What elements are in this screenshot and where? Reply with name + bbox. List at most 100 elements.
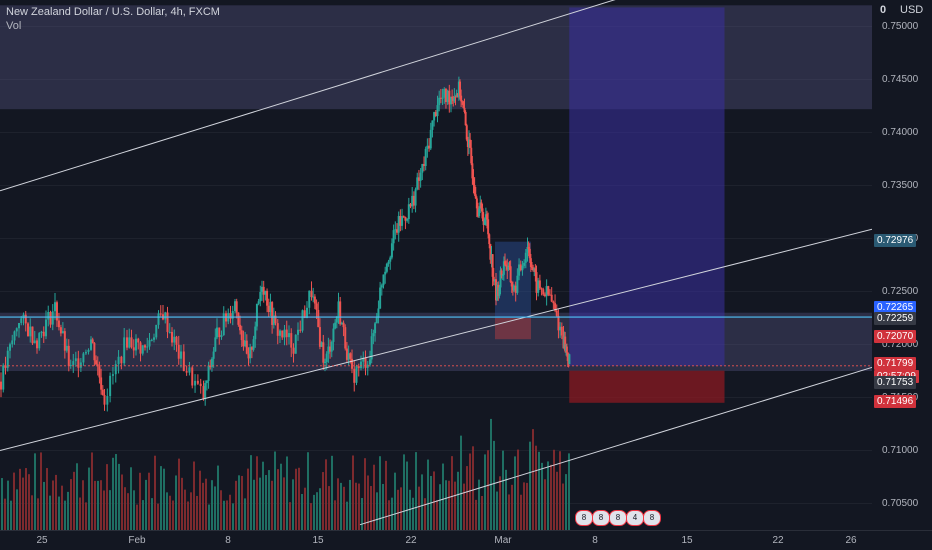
candle-body bbox=[557, 315, 560, 331]
volume-bar bbox=[394, 472, 396, 530]
economic-event-icon[interactable]: 8 bbox=[575, 510, 593, 526]
candle-body bbox=[394, 229, 397, 231]
candle-body bbox=[424, 148, 427, 166]
volume-bar bbox=[34, 453, 36, 530]
channel-top-line bbox=[0, 0, 616, 192]
price-badge: 0.72265 bbox=[874, 301, 917, 315]
candle-body bbox=[550, 294, 553, 302]
candle-body bbox=[67, 345, 70, 367]
volume-bar bbox=[154, 455, 156, 530]
candle-body bbox=[559, 326, 562, 331]
volume-bar bbox=[49, 495, 51, 530]
volume-bar bbox=[406, 461, 408, 530]
candle-body bbox=[366, 364, 369, 368]
volume-bar bbox=[442, 463, 444, 530]
candle-body bbox=[218, 327, 221, 338]
candle-body bbox=[49, 312, 52, 325]
zero-label: 0 bbox=[880, 4, 887, 16]
candle-body bbox=[18, 322, 20, 329]
candle-body bbox=[523, 262, 526, 266]
candle-body bbox=[491, 254, 494, 277]
candle-body bbox=[380, 285, 383, 288]
candle-body bbox=[406, 219, 409, 221]
volume-bar bbox=[526, 482, 528, 530]
candle-body bbox=[487, 219, 490, 235]
volume-bar bbox=[211, 480, 213, 530]
candle-body bbox=[171, 331, 173, 343]
currency-label[interactable]: USD bbox=[900, 4, 924, 16]
volume-bar bbox=[502, 450, 504, 530]
price-badge: 0.72259 bbox=[874, 312, 917, 326]
candle-body bbox=[535, 272, 538, 293]
candle-body bbox=[242, 340, 245, 347]
candle-body bbox=[239, 324, 242, 331]
volume-bar bbox=[496, 491, 498, 530]
volume-bar bbox=[385, 460, 387, 530]
volume-bar bbox=[232, 503, 234, 530]
candle-body bbox=[42, 331, 45, 337]
candle-body bbox=[0, 381, 2, 390]
candle-body bbox=[141, 345, 144, 354]
volume-bar bbox=[250, 455, 252, 530]
candle-body bbox=[340, 322, 343, 325]
candle-body bbox=[257, 301, 260, 304]
candle-body bbox=[543, 294, 546, 297]
candle-body bbox=[220, 335, 223, 338]
candle-body bbox=[84, 351, 87, 354]
candle-body bbox=[137, 338, 140, 343]
volume-bar bbox=[64, 500, 66, 530]
candle-body bbox=[288, 333, 290, 338]
volume-bar bbox=[163, 468, 165, 530]
volume-bar bbox=[238, 475, 240, 530]
volume-bar bbox=[40, 452, 42, 530]
candle-body bbox=[65, 345, 68, 351]
volume-bar bbox=[307, 452, 309, 530]
volume-bar bbox=[409, 489, 411, 530]
candle-body bbox=[212, 351, 215, 359]
volume-bar bbox=[220, 490, 222, 530]
candle-body bbox=[434, 112, 437, 116]
economic-event-icon[interactable]: 8 bbox=[609, 510, 627, 526]
candle-body bbox=[375, 317, 378, 324]
volume-bar bbox=[118, 463, 120, 530]
candle-body bbox=[457, 81, 460, 98]
volume-bar bbox=[223, 500, 225, 530]
candle-body bbox=[514, 285, 517, 293]
candle-body bbox=[117, 356, 120, 365]
chart-canvas[interactable] bbox=[0, 0, 872, 530]
candle-body bbox=[468, 139, 470, 148]
economic-event-icon[interactable]: 8 bbox=[592, 510, 610, 526]
volume-bar bbox=[16, 489, 18, 530]
volume-bar bbox=[148, 472, 150, 530]
volume-bar bbox=[487, 450, 489, 530]
volume-bar bbox=[187, 501, 189, 530]
candle-body bbox=[324, 361, 326, 363]
volume-bar bbox=[553, 449, 555, 530]
candle-body bbox=[549, 294, 551, 296]
volume-bar bbox=[556, 471, 558, 530]
volume-bar bbox=[349, 479, 351, 530]
symbol-title: New Zealand Dollar / U.S. Dollar, 4h, FX… bbox=[6, 6, 220, 18]
price-tick: 0.74500 bbox=[882, 73, 919, 85]
candle-body bbox=[488, 234, 491, 245]
economic-event-icon[interactable]: 4 bbox=[626, 510, 644, 526]
volume-bar bbox=[448, 480, 450, 530]
volume-bar bbox=[568, 453, 570, 530]
candle-body bbox=[214, 337, 217, 352]
economic-event-icon[interactable]: 8 bbox=[643, 510, 661, 526]
candle-body bbox=[496, 284, 499, 301]
candle-body bbox=[564, 336, 567, 352]
volume-bar bbox=[337, 478, 339, 530]
time-axis[interactable]: 25 Feb 8 15 22 Mar 8 15 22 26 bbox=[0, 530, 932, 550]
price-axis[interactable]: 0.750000.745000.740000.735000.730000.725… bbox=[872, 0, 932, 530]
price-chart[interactable] bbox=[0, 0, 872, 530]
candle-body bbox=[566, 352, 569, 361]
candle-body bbox=[180, 351, 182, 359]
channel-bottom-line bbox=[359, 366, 872, 526]
volume-bar bbox=[451, 456, 453, 530]
candle-body bbox=[565, 346, 568, 353]
volume-bar bbox=[334, 500, 336, 530]
candle-body bbox=[318, 327, 321, 347]
candle-body bbox=[182, 351, 185, 372]
volume-bar bbox=[178, 458, 180, 530]
